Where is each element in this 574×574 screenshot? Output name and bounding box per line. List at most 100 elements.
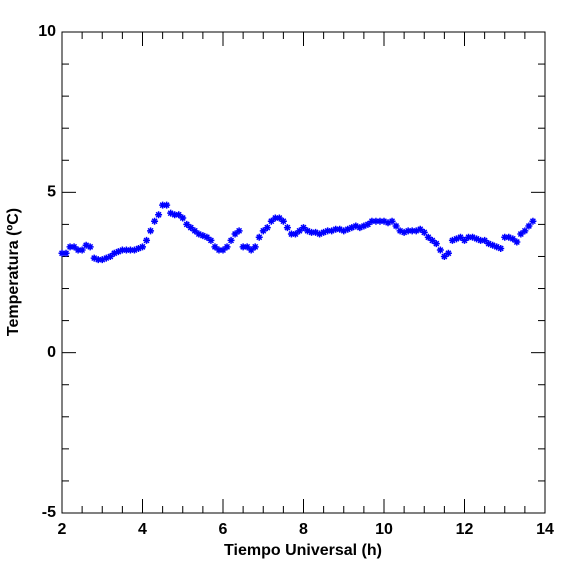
point — [444, 249, 452, 257]
point — [448, 236, 456, 244]
point — [509, 235, 517, 243]
point — [90, 254, 98, 262]
point — [404, 227, 412, 235]
point — [203, 233, 211, 241]
point — [275, 214, 283, 222]
x-tick-label: 2 — [58, 521, 67, 538]
point — [58, 249, 66, 257]
point — [263, 224, 271, 232]
point — [372, 217, 380, 225]
point — [428, 236, 436, 244]
point — [134, 244, 142, 252]
point — [167, 209, 175, 217]
point — [207, 236, 215, 244]
point — [94, 256, 102, 264]
point — [147, 227, 155, 235]
point — [477, 236, 485, 244]
point — [332, 225, 340, 233]
point — [384, 219, 392, 227]
point — [521, 227, 529, 235]
point — [436, 246, 444, 254]
point — [114, 248, 122, 256]
point — [304, 227, 312, 235]
point — [485, 240, 493, 248]
x-tick-label: 12 — [456, 521, 474, 538]
point — [352, 222, 360, 230]
point — [155, 211, 163, 219]
point — [211, 243, 219, 251]
point — [235, 227, 243, 235]
x-axis-label: Tiempo Universal (h) — [224, 542, 382, 559]
point — [227, 236, 235, 244]
point — [283, 224, 291, 232]
y-tick-label: 5 — [47, 184, 56, 201]
point — [388, 217, 396, 225]
point — [456, 233, 464, 241]
point — [86, 243, 94, 251]
y-tick-label: 10 — [38, 23, 56, 40]
point — [70, 243, 78, 251]
point — [481, 236, 489, 244]
point — [392, 222, 400, 230]
point — [267, 217, 275, 225]
point — [215, 246, 223, 254]
point — [223, 243, 231, 251]
point — [529, 217, 537, 225]
point — [187, 224, 195, 232]
point — [473, 235, 481, 243]
point — [412, 227, 420, 235]
point — [525, 222, 533, 230]
point — [191, 227, 199, 235]
point — [300, 224, 307, 232]
point — [130, 246, 138, 254]
x-tick-label: 14 — [536, 521, 554, 538]
point — [122, 246, 130, 254]
point — [312, 228, 320, 236]
point — [247, 246, 255, 254]
point — [255, 233, 263, 241]
point — [62, 249, 70, 257]
point — [344, 225, 352, 233]
x-tick-label: 4 — [138, 521, 147, 538]
point — [364, 220, 372, 228]
point — [505, 233, 513, 241]
point — [295, 227, 303, 235]
point — [501, 233, 509, 241]
point — [513, 238, 521, 246]
point — [469, 233, 477, 241]
point — [66, 243, 74, 251]
point — [239, 243, 247, 251]
point — [517, 230, 525, 238]
point — [291, 230, 299, 238]
point — [171, 211, 179, 219]
point — [195, 230, 203, 238]
y-tick-label: -5 — [42, 504, 56, 521]
point — [183, 220, 191, 228]
point — [231, 230, 239, 238]
point — [465, 233, 473, 241]
point — [497, 244, 505, 252]
point — [219, 246, 227, 254]
point — [440, 252, 448, 260]
point — [74, 246, 82, 254]
point — [328, 227, 336, 235]
point — [106, 252, 114, 260]
point — [126, 246, 134, 254]
point — [287, 230, 295, 238]
point — [400, 228, 408, 236]
x-tick-label: 6 — [219, 521, 228, 538]
point — [316, 230, 324, 238]
point — [416, 225, 424, 233]
point — [360, 222, 368, 230]
point — [159, 201, 167, 209]
point — [243, 243, 251, 251]
point — [78, 246, 86, 254]
point — [380, 217, 388, 225]
point — [396, 227, 404, 235]
x-tick-label: 8 — [299, 521, 308, 538]
point — [259, 227, 267, 235]
point — [336, 225, 344, 233]
point — [163, 201, 171, 209]
point — [340, 227, 348, 235]
point — [356, 224, 364, 232]
